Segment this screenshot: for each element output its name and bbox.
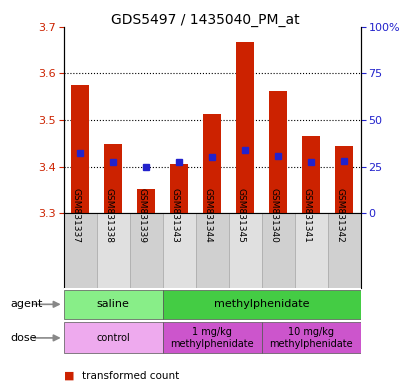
Bar (228, 213, 261, 288)
Bar (195, 213, 228, 288)
Text: GSM831343: GSM831343 (170, 188, 179, 243)
Text: transformed count: transformed count (82, 371, 179, 381)
Bar (268, 91, 287, 213)
Text: control: control (96, 333, 130, 343)
Bar (170, 164, 188, 213)
Text: GSM831344: GSM831344 (203, 188, 212, 243)
Bar (63, 323, 162, 353)
Bar (335, 146, 353, 213)
Bar (71, 85, 89, 213)
Text: ■: ■ (63, 371, 74, 381)
Bar (162, 290, 360, 319)
Text: GSM831338: GSM831338 (104, 188, 113, 243)
Text: GDS5497 / 1435040_PM_at: GDS5497 / 1435040_PM_at (110, 13, 299, 27)
Bar (63, 213, 97, 288)
Text: agent: agent (10, 299, 43, 310)
Bar (301, 136, 319, 213)
Text: 1 mg/kg
methylphenidate: 1 mg/kg methylphenidate (170, 327, 253, 349)
Bar (261, 323, 360, 353)
Bar (162, 323, 261, 353)
Text: methylphenidate: methylphenidate (213, 299, 309, 310)
Text: 10 mg/kg
methylphenidate: 10 mg/kg methylphenidate (269, 327, 352, 349)
Text: dose: dose (10, 333, 37, 343)
Text: GSM831337: GSM831337 (71, 188, 80, 243)
Bar (162, 213, 195, 288)
Text: GSM831341: GSM831341 (301, 188, 310, 243)
Bar (137, 189, 155, 213)
Bar (129, 213, 162, 288)
Bar (97, 213, 129, 288)
Bar (294, 213, 327, 288)
Text: saline: saline (97, 299, 129, 310)
Bar (202, 114, 221, 213)
Bar (104, 144, 122, 213)
Bar (327, 213, 360, 288)
Text: GSM831345: GSM831345 (236, 188, 245, 243)
Bar (63, 290, 162, 319)
Text: GSM831339: GSM831339 (137, 188, 146, 243)
Text: GSM831342: GSM831342 (335, 188, 344, 243)
Text: GSM831340: GSM831340 (269, 188, 278, 243)
Bar (236, 42, 254, 213)
Bar (261, 213, 294, 288)
